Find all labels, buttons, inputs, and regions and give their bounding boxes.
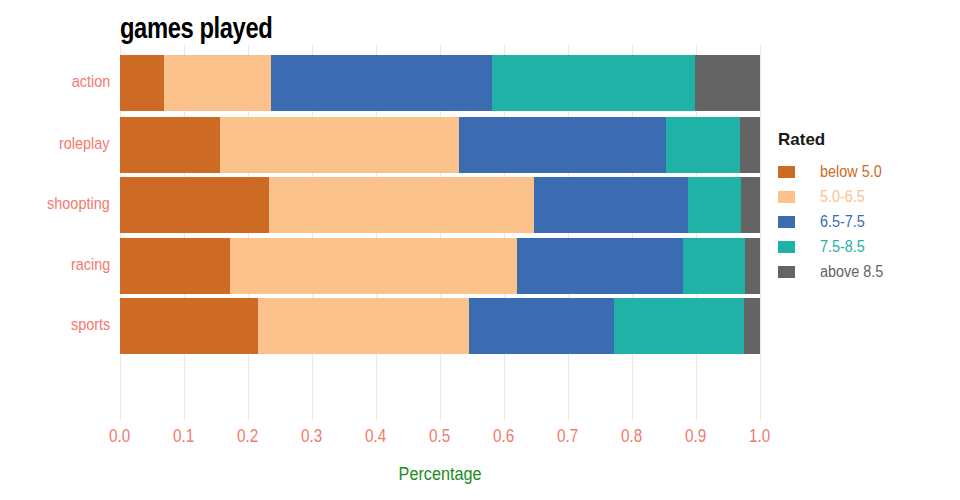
legend-item: above 8.5 — [778, 259, 890, 284]
bar-segment — [745, 238, 760, 294]
legend-label-text: below 5.0 — [820, 163, 882, 181]
x-axis-tick-label: 0.8 — [607, 426, 657, 447]
bar-segment — [120, 55, 164, 111]
y-axis-label-text: roleplay — [59, 134, 110, 154]
legend-title: Rated — [778, 130, 890, 150]
legend-label: above 8.5 — [820, 263, 890, 281]
bar-segment — [220, 117, 459, 173]
x-axis-tick-label: 0.9 — [671, 426, 721, 447]
x-axis-tick-text: 0.7 — [557, 426, 578, 447]
x-axis-tick-text: 0.6 — [493, 426, 514, 447]
bar-row-action — [120, 55, 760, 111]
x-axis-tick-label: 1.0 — [735, 426, 785, 447]
bar-segment — [744, 298, 760, 354]
bar-segment — [695, 55, 760, 111]
x-axis-tick-text: 0.8 — [621, 426, 642, 447]
legend-label: below 5.0 — [820, 163, 889, 181]
bar-segment — [120, 177, 269, 233]
bar-segment — [614, 298, 744, 354]
bar-segment — [269, 177, 534, 233]
y-axis-label: shoopting — [0, 194, 110, 214]
bar-segment — [120, 117, 220, 173]
legend-item: 5.0-6.5 — [778, 184, 890, 209]
x-axis-tick-label: 0.7 — [543, 426, 593, 447]
x-axis-tick-label: 0.1 — [159, 426, 209, 447]
chart-title: games played — [120, 12, 306, 45]
chart-title-text: games played — [120, 12, 272, 45]
x-axis-tick-text: 0.2 — [237, 426, 258, 447]
x-axis-tick-text: 1.0 — [749, 426, 770, 447]
x-axis-tick-text: 0.3 — [301, 426, 322, 447]
x-axis-tick-label: 0.5 — [415, 426, 465, 447]
bar-segment — [666, 117, 740, 173]
y-axis-label: sports — [0, 315, 110, 335]
bar-segment — [517, 238, 683, 294]
legend-label-text: 5.0-6.5 — [820, 188, 865, 206]
y-axis-label: roleplay — [0, 134, 110, 154]
legend-label: 7.5-8.5 — [820, 238, 870, 256]
y-axis-label-text: sports — [71, 315, 110, 335]
y-axis-label-text: racing — [71, 255, 110, 275]
legend-items: below 5.0 5.0-6.5 6.5-7.5 7.5-8.5 above 8.5 — [778, 159, 890, 284]
bar-segment — [120, 238, 230, 294]
x-axis-tick-text: 0.0 — [109, 426, 130, 447]
bar-row-racing — [120, 238, 760, 294]
bar-row-sports — [120, 298, 760, 354]
legend-swatch — [778, 191, 795, 203]
plot-area — [120, 45, 760, 420]
legend-label-text: 6.5-7.5 — [820, 213, 865, 231]
bar-segment — [683, 238, 746, 294]
x-axis-title: Percentage — [120, 464, 760, 485]
legend-swatch — [778, 216, 795, 228]
legend-swatch — [778, 166, 795, 178]
x-axis-title-text: Percentage — [399, 464, 482, 485]
x-axis-tick-label: 0.2 — [223, 426, 273, 447]
bar-segment — [740, 117, 760, 173]
bar-segment — [164, 55, 272, 111]
x-axis-tick-label: 0.3 — [287, 426, 337, 447]
bar-segment — [688, 177, 741, 233]
legend-item: 7.5-8.5 — [778, 234, 890, 259]
bar-segment — [230, 238, 517, 294]
legend-label: 5.0-6.5 — [820, 188, 870, 206]
x-axis-tick-text: 0.9 — [685, 426, 706, 447]
bar-row-shoopting — [120, 177, 760, 233]
bar-segment — [271, 55, 492, 111]
x-axis-tick-text: 0.5 — [429, 426, 450, 447]
bar-segment — [534, 177, 688, 233]
y-axis-label: racing — [0, 255, 110, 275]
y-axis-label: action — [0, 72, 110, 92]
bar-row-roleplay — [120, 117, 760, 173]
legend-swatch — [778, 266, 795, 278]
x-axis-tick-text: 0.4 — [365, 426, 386, 447]
legend-item: 6.5-7.5 — [778, 209, 890, 234]
x-axis-tick-text: 0.1 — [173, 426, 194, 447]
bar-segment — [120, 298, 258, 354]
legend-label-text: 7.5-8.5 — [820, 238, 865, 256]
legend-label-text: above 8.5 — [820, 263, 883, 281]
y-axis-label-text: shoopting — [47, 194, 110, 214]
bar-segment — [469, 298, 614, 354]
bar-segment — [741, 177, 760, 233]
x-axis-tick-label: 0.0 — [95, 426, 145, 447]
bar-segment — [459, 117, 666, 173]
y-axis-label-text: action — [71, 72, 110, 92]
bar-segment — [492, 55, 694, 111]
chart-figure: games played action roleplay shoopting raci… — [0, 0, 960, 500]
legend: Rated below 5.0 5.0-6.5 6.5-7.5 7.5-8.5 abov… — [778, 130, 890, 284]
legend-swatch — [778, 241, 795, 253]
x-axis-tick-label: 0.4 — [351, 426, 401, 447]
legend-label: 6.5-7.5 — [820, 213, 870, 231]
bar-segment — [258, 298, 469, 354]
x-axis-tick-label: 0.6 — [479, 426, 529, 447]
legend-item: below 5.0 — [778, 159, 890, 184]
